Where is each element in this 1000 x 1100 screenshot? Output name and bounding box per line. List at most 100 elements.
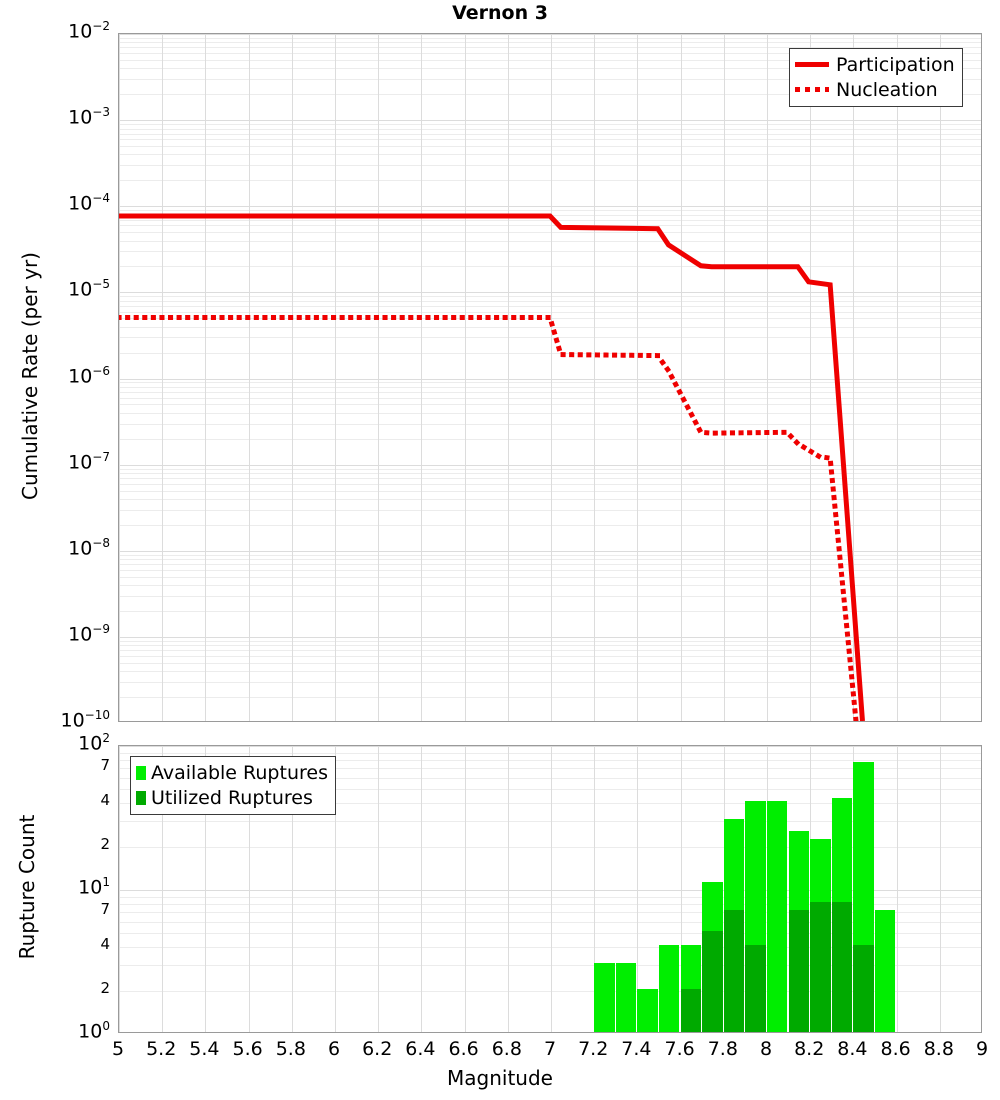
gridline-minor (119, 47, 981, 49)
gridline-minor (119, 777, 981, 779)
y-tick-label: 4 (100, 935, 110, 954)
bar-utilized-segment (810, 902, 831, 1032)
x-tick-label: 5 (111, 1038, 125, 1060)
x-tick-label: 6.8 (491, 1038, 522, 1060)
histogram-bar (745, 746, 766, 1032)
y-tick-label: 10−4 (68, 191, 110, 215)
gridline-vertical (896, 746, 898, 1032)
gridline-minor (119, 404, 981, 406)
gridline-minor (119, 326, 981, 328)
gridline-minor (119, 382, 981, 384)
gridline-minor (119, 79, 981, 80)
gridline-minor (119, 296, 981, 298)
y-tick-label: 2 (100, 834, 110, 853)
bar-utilized-segment (702, 931, 723, 1032)
bar-available-segment (659, 945, 680, 1032)
histogram-bar (594, 746, 615, 1032)
gridline-vertical (205, 746, 207, 1032)
top-y-axis-label: Cumulative Rate (per yr) (18, 251, 42, 500)
x-tick-label: 8.4 (837, 1038, 868, 1060)
legend-label-available: Available Ruptures (151, 761, 328, 784)
legend-item-utilized-ruptures: Utilized Ruptures (136, 785, 328, 810)
x-tick-label: 5.2 (146, 1038, 177, 1060)
gridline-vertical (162, 746, 164, 1032)
bar-available-segment (615, 963, 637, 1032)
gridline-major (119, 206, 981, 208)
legend-item-participation: Participation (795, 52, 955, 77)
gridline-minor (119, 165, 981, 167)
gridline-vertical (248, 746, 250, 1032)
gridline-minor (119, 965, 981, 967)
mfd-curves (119, 213, 865, 721)
gridline-minor (119, 912, 981, 914)
y-tick-label: 100 (78, 1019, 110, 1043)
bar-utilized-segment (831, 902, 853, 1032)
histogram-bar (702, 746, 723, 1032)
gridline-minor (119, 154, 981, 156)
gridline-minor (119, 412, 981, 414)
gridline-minor (119, 671, 981, 673)
gridline-minor (119, 397, 981, 399)
y-tick-label: 10−5 (68, 277, 110, 301)
gridline-minor (119, 251, 981, 253)
gridline-minor (119, 386, 981, 388)
x-tick-label: 9 (975, 1038, 989, 1060)
chart-title: Vernon 3 (452, 2, 548, 24)
x-tick-label: 6.6 (448, 1038, 479, 1060)
gridline-minor (119, 146, 981, 148)
gridline-minor (119, 478, 981, 479)
gridline-minor (119, 569, 981, 571)
gridline-vertical (291, 34, 293, 721)
gridline-vertical (810, 34, 812, 721)
gridline-minor (119, 896, 981, 898)
y-tick-label: 10−2 (68, 19, 110, 43)
gridline-vertical (378, 34, 380, 721)
gridline-vertical (594, 746, 596, 1032)
histogram-bar (680, 746, 701, 1032)
x-tick-label: 8.6 (880, 1038, 911, 1060)
gridline-vertical (637, 34, 639, 721)
y-tick-label: 101 (78, 875, 110, 899)
gridline-minor (119, 94, 981, 96)
gridline-minor (119, 752, 981, 754)
gridline-vertical (378, 746, 380, 1032)
y-tick-label: 7 (100, 900, 110, 919)
x-tick-label: 6.4 (405, 1038, 436, 1060)
gridline-vertical (939, 746, 941, 1032)
histogram-bar (389, 746, 409, 1032)
x-tick-label: 5.6 (232, 1038, 263, 1060)
legend-item-available-ruptures: Available Ruptures (136, 760, 328, 785)
gridline-minor (119, 352, 981, 354)
solid-line-icon (795, 62, 829, 67)
gridline-minor (119, 232, 981, 234)
y-tick-label: 10−7 (68, 449, 110, 473)
gridline-minor (119, 760, 981, 761)
gridline-minor (119, 490, 981, 492)
gridline-minor (119, 53, 981, 55)
gridline-vertical (767, 34, 768, 721)
gridline-minor (119, 468, 981, 470)
gridline-minor (119, 662, 981, 664)
bar-utilized-segment (745, 945, 766, 1032)
gridline-minor (119, 240, 981, 242)
gridline-vertical (464, 746, 466, 1032)
gridline-vertical (335, 746, 336, 1032)
gridline-minor (119, 595, 981, 597)
x-tick-label: 7 (543, 1038, 557, 1060)
gridline-minor (119, 509, 981, 511)
x-tick-label: 8 (759, 1038, 773, 1060)
x-tick-label: 7.2 (578, 1038, 609, 1060)
gridline-minor (119, 803, 981, 805)
gridline-minor (119, 473, 981, 474)
y-tick-label: 10−9 (68, 621, 110, 646)
legend-label-utilized: Utilized Ruptures (151, 786, 313, 809)
legend-label-nucleation: Nucleation (836, 78, 938, 101)
gridline-major (119, 550, 981, 552)
x-tick-label: 7.6 (664, 1038, 695, 1060)
gridline-vertical (421, 746, 423, 1032)
gridline-vertical (594, 34, 596, 721)
gridline-vertical (507, 746, 509, 1032)
histogram-bar (637, 746, 658, 1032)
gridline-minor (119, 128, 981, 130)
